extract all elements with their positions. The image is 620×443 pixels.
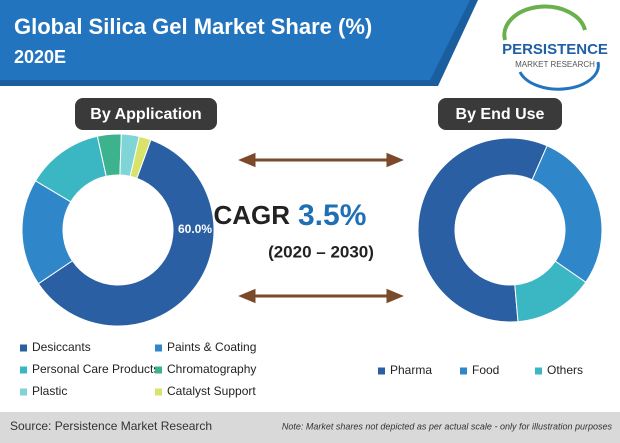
arrows	[238, 152, 404, 304]
logo-swoosh	[518, 61, 600, 91]
donut-slice	[514, 260, 587, 323]
cagr-value: 3.5%	[298, 199, 366, 232]
legend-label: Pharma	[390, 363, 432, 377]
donut-slice	[531, 145, 603, 283]
footer-note: Note: Market shares not depicted as per …	[282, 421, 613, 431]
legend-swatch	[155, 344, 162, 352]
cagr-label: CAGR	[213, 200, 290, 230]
legend-label: Desiccants	[32, 340, 91, 354]
legend-swatch	[535, 367, 542, 375]
legend-swatch	[155, 366, 162, 374]
footer-source: Source: Persistence Market Research	[10, 419, 212, 433]
footer-bar	[0, 412, 620, 443]
arrow-head	[386, 152, 404, 168]
arrow-head	[238, 288, 256, 304]
legend-label: Personal Care Products	[32, 362, 159, 376]
donut-slice	[129, 135, 152, 179]
legend-label: Paints & Coating	[167, 340, 256, 354]
legend-swatch	[460, 367, 467, 375]
legend-label: Chromatography	[167, 362, 256, 376]
arrow-head	[238, 152, 256, 168]
legend-label: Others	[547, 363, 583, 377]
logo-name: PERSISTENCE	[502, 41, 608, 58]
legend-swatch	[20, 388, 27, 396]
arrow-head	[386, 288, 404, 304]
legend-label: Catalyst Support	[167, 384, 256, 398]
legend-swatch	[20, 366, 27, 374]
legend-swatch	[20, 344, 27, 352]
section-tab	[438, 98, 562, 130]
logo-swoosh	[502, 4, 587, 41]
cagr-period: (2020 – 2030)	[268, 242, 374, 261]
legend-swatch	[378, 367, 385, 375]
legend-label: Plastic	[32, 384, 67, 398]
title: Global Silica Gel Market Share (%)	[14, 14, 372, 39]
logo: PERSISTENCE MARKET RESEARCH	[502, 4, 608, 91]
section-title: By End Use	[456, 106, 545, 123]
value-label: 60.0%	[178, 222, 212, 236]
donut-slice	[417, 137, 548, 323]
section-title: By Application	[90, 106, 201, 123]
title-banner	[0, 0, 470, 80]
legend-label: Food	[472, 363, 499, 377]
donut-slice	[37, 139, 215, 327]
section-tab	[75, 98, 217, 130]
logo-tagline: MARKET RESEARCH	[515, 60, 595, 69]
subtitle: 2020E	[14, 47, 66, 67]
legend-swatch	[155, 388, 162, 396]
